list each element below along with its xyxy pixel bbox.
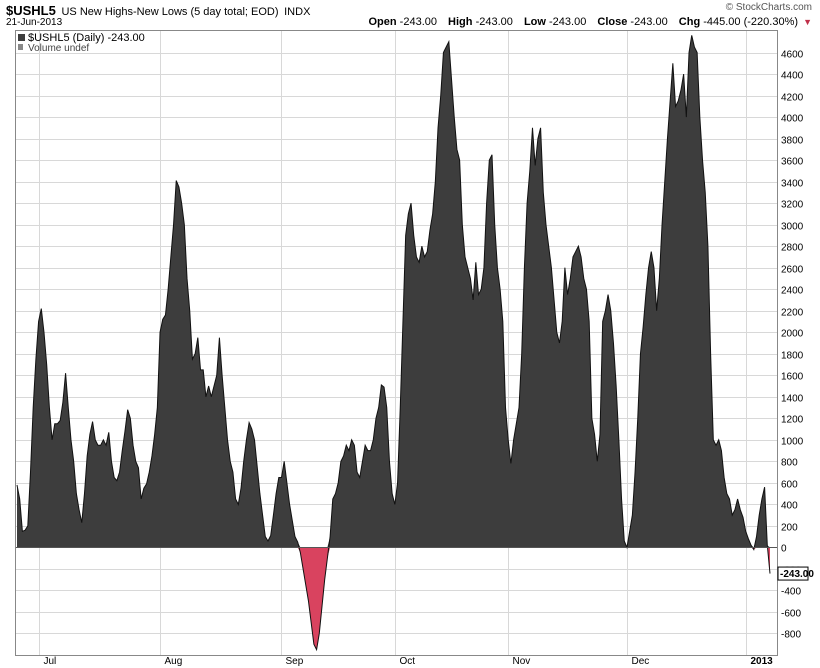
y-tick-label: 4400 xyxy=(781,71,804,82)
open-value: -243.00 xyxy=(399,16,437,28)
low-label: Low xyxy=(523,16,546,28)
plot-frame xyxy=(15,30,778,656)
close-label: Close xyxy=(597,16,628,28)
x-tick-label: Aug xyxy=(165,656,183,667)
y-tick-label: 200 xyxy=(781,523,798,534)
last-value-marker: -243.00 xyxy=(777,566,814,581)
y-tick-label: 1800 xyxy=(781,351,804,362)
y-tick-label: 3200 xyxy=(781,200,804,211)
positive-area xyxy=(17,35,770,548)
open-label: Open xyxy=(368,16,397,28)
x-tick-label: Jul xyxy=(44,656,57,667)
y-tick-label: -800 xyxy=(781,630,801,641)
chart-date: 21-Jun-2013 xyxy=(6,17,63,28)
y-tick-label: 1600 xyxy=(781,372,804,383)
series-line xyxy=(16,35,771,652)
y-tick-label: 3000 xyxy=(781,222,804,233)
y-tick-label: -400 xyxy=(781,587,801,598)
x-tick-label: Nov xyxy=(513,656,531,667)
chart-header: $USHL5 US New Highs-New Lows (5 day tota… xyxy=(0,0,820,30)
x-tick-label: Oct xyxy=(400,656,416,667)
y-tick-label: 2400 xyxy=(781,286,804,297)
y-tick-label: 400 xyxy=(781,501,798,512)
x-tick-label: Dec xyxy=(632,656,650,667)
x-axis-ticks: JulAugSepOctNovDec2013FebMarAprMayJun xyxy=(44,656,774,667)
exchange-label: INDX xyxy=(284,6,311,18)
y-tick-label: 3400 xyxy=(781,179,804,190)
legend: $USHL5 (Daily) -243.00 Volume undef xyxy=(18,32,145,54)
ohlc-readout: Open -243.00 High -243.00 Low -243.00 Cl… xyxy=(360,16,812,28)
y-tick-label: 1200 xyxy=(781,415,804,426)
last-value-box xyxy=(777,566,809,581)
y-tick-label: 3800 xyxy=(781,136,804,147)
price-legend-icon xyxy=(18,34,25,41)
y-tick-label: 1000 xyxy=(781,437,804,448)
y-tick-label: -600 xyxy=(781,609,801,620)
last-value-label: -243.00 xyxy=(780,569,814,580)
chg-label: Chg xyxy=(678,16,701,28)
negative-area xyxy=(17,547,770,650)
high-value: -243.00 xyxy=(475,16,513,28)
x-tick-label: Sep xyxy=(286,656,304,667)
legend-price: $USHL5 (Daily) -243.00 xyxy=(28,32,145,44)
y-tick-label: 4200 xyxy=(781,93,804,104)
y-tick-label: 800 xyxy=(781,458,798,469)
chart-title: $USHL5 US New Highs-New Lows (5 day tota… xyxy=(6,3,310,18)
volume-legend-icon xyxy=(18,44,23,50)
y-tick-label: 3600 xyxy=(781,157,804,168)
chg-value: -445.00 (-220.30%) xyxy=(703,16,799,28)
x-tick-label: 2013 xyxy=(751,656,774,667)
down-triangle-icon: ▼ xyxy=(803,17,812,27)
symbol-label: $USHL5 xyxy=(6,3,56,18)
y-tick-label: 2000 xyxy=(781,329,804,340)
y-tick-label: 2200 xyxy=(781,308,804,319)
low-value: -243.00 xyxy=(549,16,587,28)
y-tick-label: 2600 xyxy=(781,265,804,276)
y-tick-label: 4600 xyxy=(781,50,804,61)
high-label: High xyxy=(448,16,473,28)
y-axis-ticks: -800-600-400-200020040060080010001200140… xyxy=(781,50,804,641)
y-tick-label: 1400 xyxy=(781,394,804,405)
y-tick-label: 2800 xyxy=(781,243,804,254)
y-tick-label: 600 xyxy=(781,480,798,491)
legend-volume: Volume undef xyxy=(28,43,89,54)
close-value: -243.00 xyxy=(630,16,668,28)
area-series xyxy=(16,35,771,652)
y-tick-label: 4000 xyxy=(781,114,804,125)
symbol-description: US New Highs-New Lows (5 day total; EOD) xyxy=(61,6,279,18)
y-tick-label: 0 xyxy=(781,544,787,555)
brand-watermark: © StockCharts.com xyxy=(725,2,812,13)
